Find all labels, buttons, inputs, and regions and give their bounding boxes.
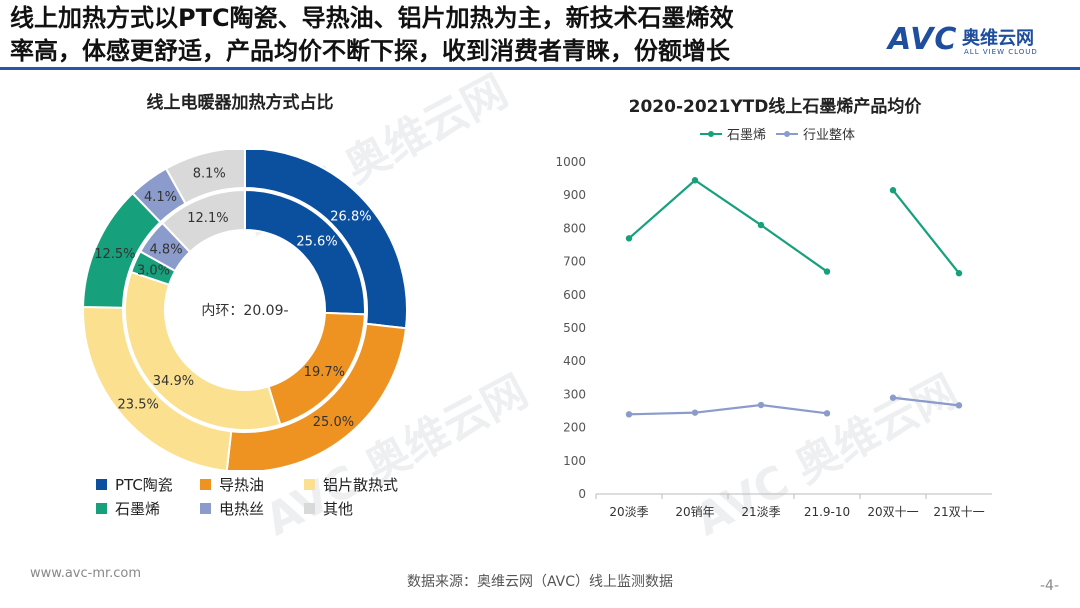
data-point	[625, 235, 633, 242]
header-rule	[0, 67, 1080, 70]
donut-data-label: 4.1%	[144, 190, 177, 205]
donut-data-label: 25.6%	[296, 235, 337, 250]
legend-swatch	[200, 479, 211, 490]
x-tick-label: 21淡季	[741, 505, 780, 519]
y-tick-label: 200	[563, 421, 586, 435]
donut-data-label: 25.0%	[313, 415, 354, 430]
data-source: 数据来源：奥维云网（AVC）线上监测数据	[406, 574, 674, 590]
legend-swatch	[304, 479, 315, 490]
legend-label: 电热丝	[219, 500, 265, 518]
legend-item: 电热丝	[200, 498, 264, 519]
y-tick-label: 100	[563, 454, 586, 468]
legend-item: 其他	[304, 498, 353, 519]
legend-marker	[708, 131, 714, 137]
donut-chart: 26.8% 25.0% 23.5% 12.5% 4.1% 8.1% 25.6% 19.7% 34…	[82, 150, 408, 470]
x-tick-label: 21双十一	[933, 505, 984, 519]
line-chart-title: 2020-2021YTD线上石墨烯产品均价	[628, 97, 922, 117]
legend-label: 导热油	[219, 476, 265, 494]
series-line-1	[892, 396, 960, 407]
y-tick-label: 800	[563, 221, 586, 235]
legend-swatch	[96, 503, 107, 514]
donut-data-label: 12.1%	[187, 211, 228, 226]
legend-swatch	[96, 479, 107, 490]
donut-slice-outer-5	[164, 150, 246, 205]
legend-label: 行业整体	[803, 128, 855, 143]
data-point	[823, 410, 831, 417]
page-title-line-1: 线上加热方式以PTC陶瓷、导热油、铝片加热为主，新技术石墨烯效	[10, 4, 734, 32]
data-point	[757, 401, 765, 409]
y-tick-label: 600	[563, 288, 586, 302]
donut-data-label: 8.1%	[193, 167, 226, 182]
data-point	[889, 187, 897, 194]
legend-label: 石墨烯	[727, 128, 766, 143]
legend-item: 石墨烯	[96, 498, 160, 519]
page-number: -4-	[1040, 578, 1060, 594]
donut-data-label: 3.0%	[137, 264, 170, 279]
data-point	[691, 409, 699, 416]
y-tick-label: 500	[563, 321, 586, 335]
donut-data-label: 19.7%	[304, 365, 345, 380]
donut-center-label: 内环：20.09-	[201, 303, 288, 319]
x-tick-label: 20销年	[675, 505, 714, 519]
data-point	[757, 221, 765, 229]
legend-label: 其他	[323, 500, 354, 518]
data-point	[823, 268, 831, 275]
donut-slice-inner-2	[124, 270, 282, 431]
x-tick-label: 20双十一	[867, 505, 918, 519]
data-point	[691, 177, 699, 184]
legend-swatch	[304, 503, 315, 514]
donut-slice-outer-1	[225, 322, 408, 470]
page-title-line-2: 率高，体感更舒适，产品均价不断下探，收到消费者青睐，份额增长	[10, 37, 730, 65]
site-url: www.avc-mr.com	[30, 566, 142, 581]
legend-item: 导热油	[200, 474, 264, 495]
y-tick-label: 400	[563, 354, 586, 368]
y-tick-label: 900	[563, 188, 586, 202]
y-tick-label: 300	[563, 387, 586, 401]
data-point	[955, 270, 963, 277]
y-tick-label: 700	[563, 255, 586, 269]
logo-mark: AVC	[888, 22, 958, 57]
data-point	[955, 402, 963, 409]
donut-chart-title: 线上电暖器加热方式占比	[146, 93, 334, 113]
legend-label: PTC陶瓷	[115, 476, 173, 494]
line-chart: 0 100 200 300 400 500 600 700 800 900 1000 20淡季 20销年…	[555, 128, 992, 519]
series-line-0	[628, 178, 828, 273]
legend-swatch	[200, 503, 211, 514]
legend-label: 石墨烯	[115, 500, 161, 518]
data-point	[889, 394, 897, 401]
x-tick-label: 21.9-10	[804, 505, 850, 519]
donut-data-label: 26.8%	[330, 209, 371, 224]
logo-en: ALL VIEW CLOUD	[964, 48, 1038, 56]
donut-data-label: 12.5%	[94, 247, 135, 262]
data-point	[625, 411, 633, 418]
legend-label: 铝片散热式	[323, 476, 399, 494]
legend-marker	[784, 131, 790, 137]
logo-cn: 奥维云网	[962, 28, 1034, 49]
series-line-0	[892, 189, 960, 274]
donut-slice-inner-5	[160, 188, 246, 254]
donut-data-label: 4.8%	[150, 243, 183, 258]
series-line-1	[628, 403, 828, 416]
x-tick-label: 20淡季	[609, 505, 648, 519]
y-tick-label: 1000	[555, 155, 586, 169]
y-tick-label: 0	[578, 487, 586, 501]
page-title: 线上加热方式以PTC陶瓷、导热油、铝片加热为主，新技术石墨烯效 率高，体感更舒适…	[10, 2, 870, 68]
legend-item: PTC陶瓷	[96, 474, 173, 495]
donut-data-label: 34.9%	[153, 374, 194, 389]
legend-item: 铝片散热式	[304, 474, 398, 495]
brand-logo: AVC 奥维云网 ALL VIEW CLOUD	[888, 20, 1058, 64]
donut-data-label: 23.5%	[118, 398, 159, 413]
